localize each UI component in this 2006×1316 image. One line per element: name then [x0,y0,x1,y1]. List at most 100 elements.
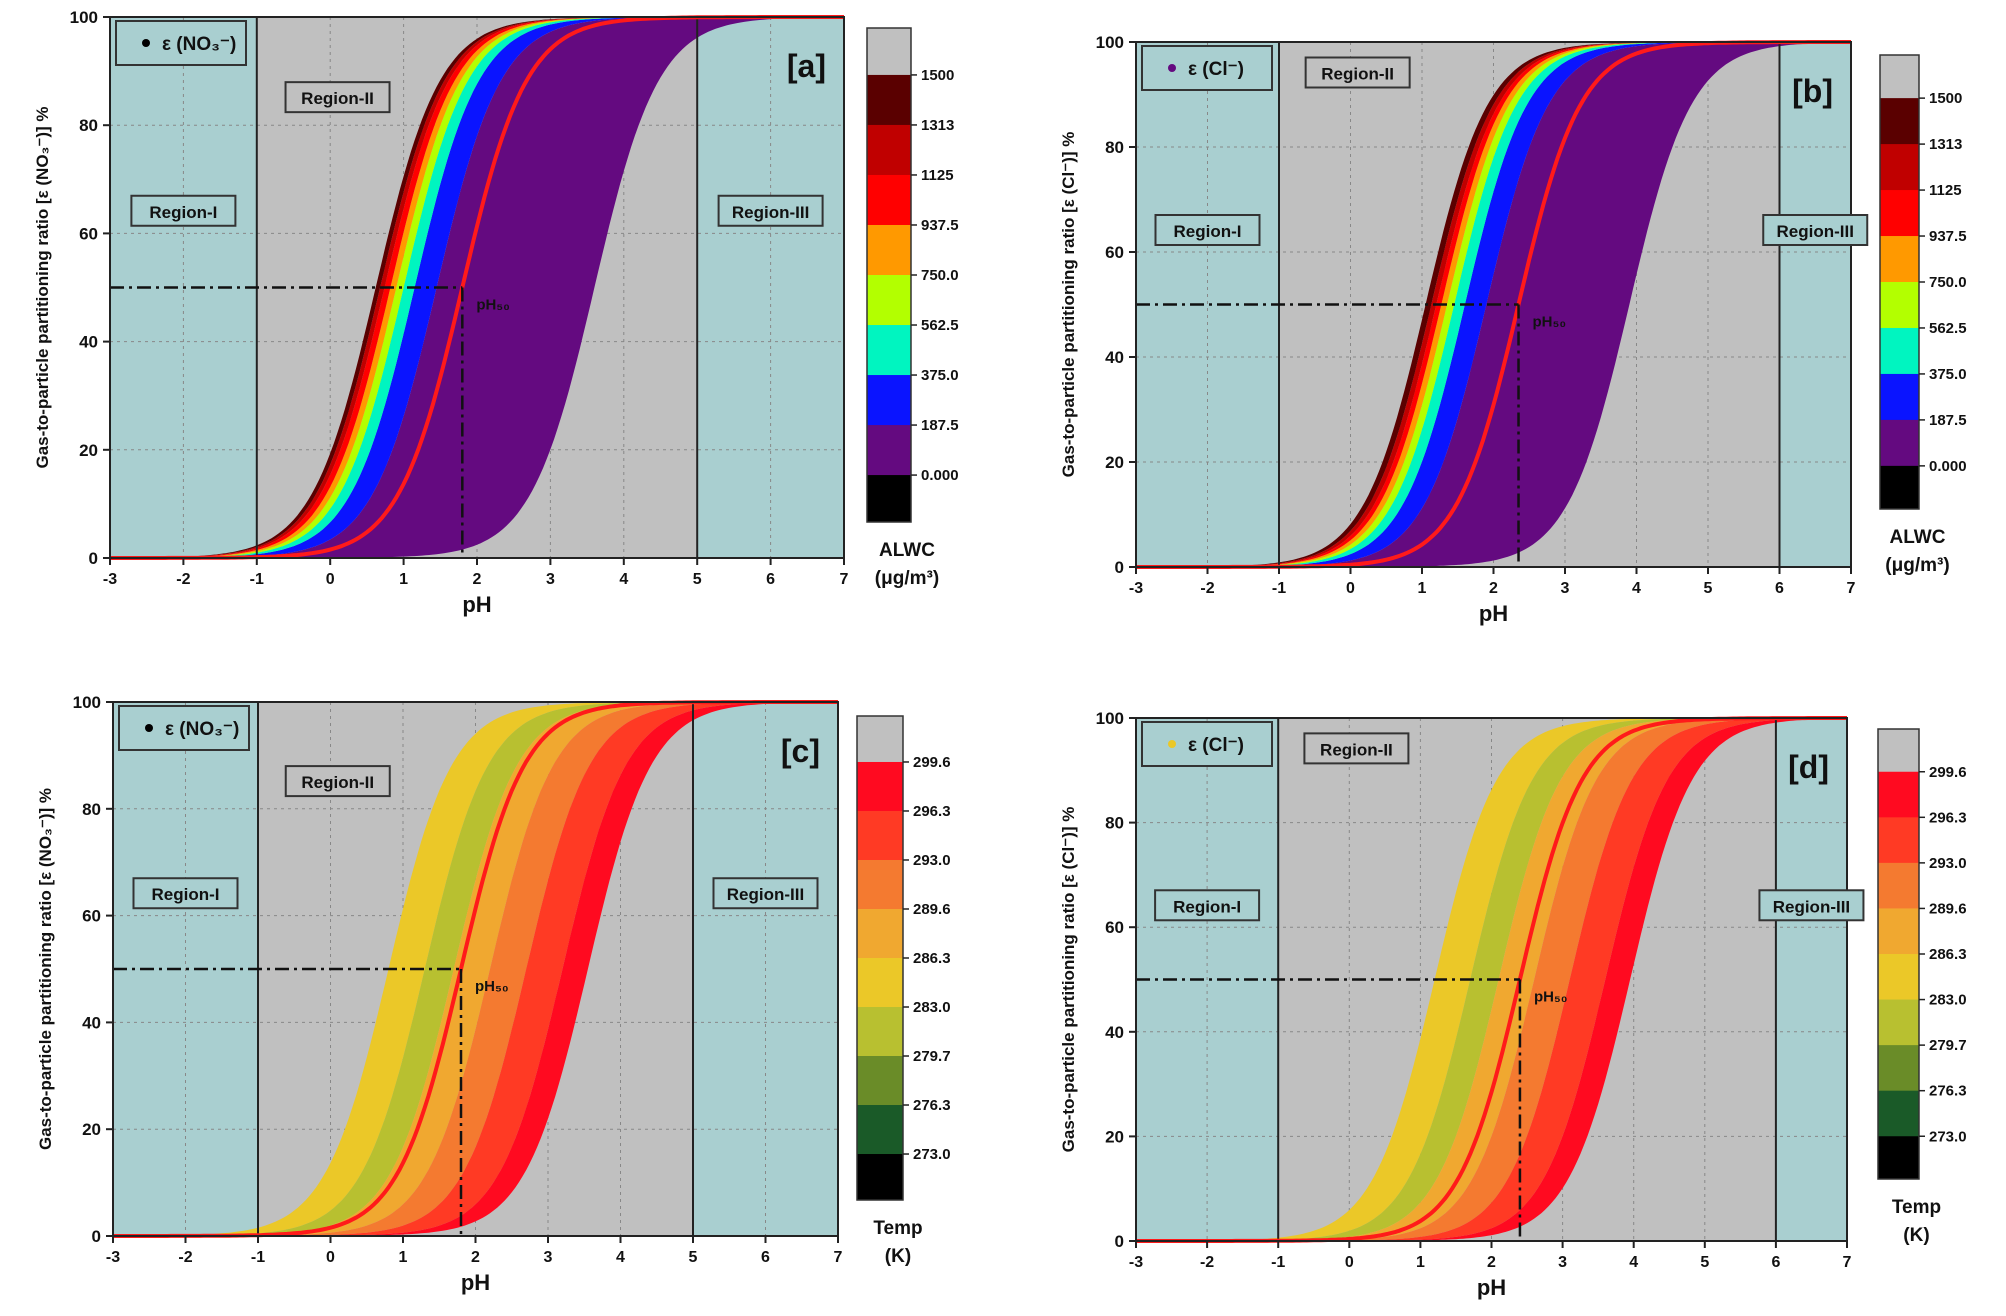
x-tick-label: 6 [761,1249,770,1266]
colorbar-segment [1878,771,1919,818]
y-tick-label: 60 [79,224,98,243]
colorbar-segment [1880,465,1919,510]
x-tick-label: 3 [1561,580,1570,597]
colorbar-segment [867,425,911,476]
colorbar-label: 1125 [921,167,954,184]
x-axis-label: pH [461,1270,490,1295]
x-tick-label: 6 [1771,1254,1780,1271]
legend-label: ε (NO₃⁻) [165,719,239,740]
colorbar-label: 289.6 [913,901,951,918]
y-tick-label: 80 [79,116,98,135]
x-axis-label: pH [1479,601,1508,626]
colorbar-label: 276.3 [1929,1083,1967,1100]
x-tick-label: 2 [473,571,482,588]
x-tick-label: 0 [326,1249,335,1266]
colorbar-segment [857,716,903,763]
region-label-box [132,877,239,910]
region-background [1775,718,1847,1241]
x-tick-label: 6 [1775,580,1784,597]
region-label-box [1154,889,1261,922]
y-tick-label: 80 [82,800,101,819]
ph50-label: pH₅₀ [475,978,509,995]
data-band-187.5-375.0 [110,17,844,558]
colorbar-label: 273.0 [913,1146,951,1163]
colorbar-label: 0.000 [1929,458,1967,475]
colorbar-segment [867,375,911,426]
colorbar-label: 296.3 [1929,809,1967,826]
colorbar-label: 1313 [1929,136,1962,153]
y-tick-label: 100 [73,693,101,712]
colorbar-segment [867,224,911,276]
x-axis-label: pH [462,592,491,617]
legend-label: ε (NO₃⁻) [162,34,236,55]
y-tick-label: 40 [79,333,98,352]
legend-label: ε (Cl⁻) [1188,735,1244,756]
legend-marker [1168,64,1176,72]
y-tick-label: 60 [1105,918,1124,937]
colorbar-title: ALWC [879,540,935,561]
colorbar-segment [857,810,903,861]
colorbar-label: 1313 [921,117,954,134]
x-tick-label: -3 [1129,1254,1143,1271]
colorbar-segment [1880,327,1919,375]
legend-box [1141,45,1273,91]
region-label: Region-I [1173,897,1241,916]
colorbar-unit: (K) [885,1246,911,1267]
region-label: Region-III [1777,222,1854,241]
x-tick-label: 3 [546,571,555,588]
colorbar-segment [867,28,911,76]
region-label: Region-II [1320,740,1393,759]
data-band-289.6-293.0 [113,702,838,1236]
colorbar-unit: (μg/m³) [1885,555,1949,576]
x-tick-label: 7 [840,571,849,588]
colorbar-label: 937.5 [921,217,959,234]
y-tick-label: 20 [79,441,98,460]
colorbar-label: 273.0 [1929,1128,1967,1145]
region-label-box [1154,214,1261,246]
y-tick-label: 60 [82,907,101,926]
y-axis-label: Gas-to-particle partitioning ratio [ε (N… [36,788,55,1150]
x-tick-label: 0 [1346,580,1355,597]
region-label-box [284,81,391,114]
x-tick-label: 5 [1700,1254,1709,1271]
ph50-label: pH₅₀ [1534,989,1568,1006]
x-tick-label: -1 [250,571,264,588]
colorbar-segment [857,1056,903,1106]
colorbar-segment [857,859,903,910]
region-background [1779,42,1851,567]
region-label: Region-III [1773,897,1850,916]
colorbar-label: 286.3 [1929,946,1967,963]
ph50-label: pH₅₀ [1533,314,1567,331]
colorbar-title: Temp [1892,1197,1941,1218]
x-tick-label: -2 [1200,580,1214,597]
colorbar-segment [867,74,911,126]
colorbar-label: 1500 [1929,90,1962,107]
chart-panel-a: pH₅₀ Region-I Region-II Region-III ε (NO₃⁻) [… [33,8,959,617]
colorbar-label: 750.0 [1929,274,1967,291]
y-tick-label: 0 [89,549,98,568]
y-tick-label: 0 [1115,558,1124,577]
colorbar-segment [1878,862,1919,909]
colorbar-segment [867,275,911,326]
y-tick-label: 40 [82,1013,101,1032]
x-tick-label: 0 [1345,1254,1354,1271]
colorbar-segment [857,1007,903,1057]
chart-panel-b: pH₅₀ Region-I Region-II Region-III ε (Cl⁻) [b… [1059,33,1967,626]
legend-box [1141,721,1273,767]
x-tick-label: 4 [616,1249,625,1266]
colorbar-label: 299.6 [913,754,951,771]
x-tick-label: -2 [178,1249,192,1266]
x-tick-label: 3 [544,1249,553,1266]
x-tick-label: 2 [471,1249,480,1266]
colorbar-segment [867,475,911,523]
panel-label: [d] [1788,749,1829,785]
colorbar-segment [857,1105,903,1155]
region-label: Region-III [727,885,804,904]
y-tick-label: 80 [1105,814,1124,833]
x-tick-label: 1 [1418,580,1427,597]
region-label-box [717,194,824,227]
colorbar-segment [1878,1136,1919,1180]
region-label-box [1303,732,1410,765]
colorbar-label: 293.0 [913,852,951,869]
x-axis-label: pH [1477,1275,1506,1300]
